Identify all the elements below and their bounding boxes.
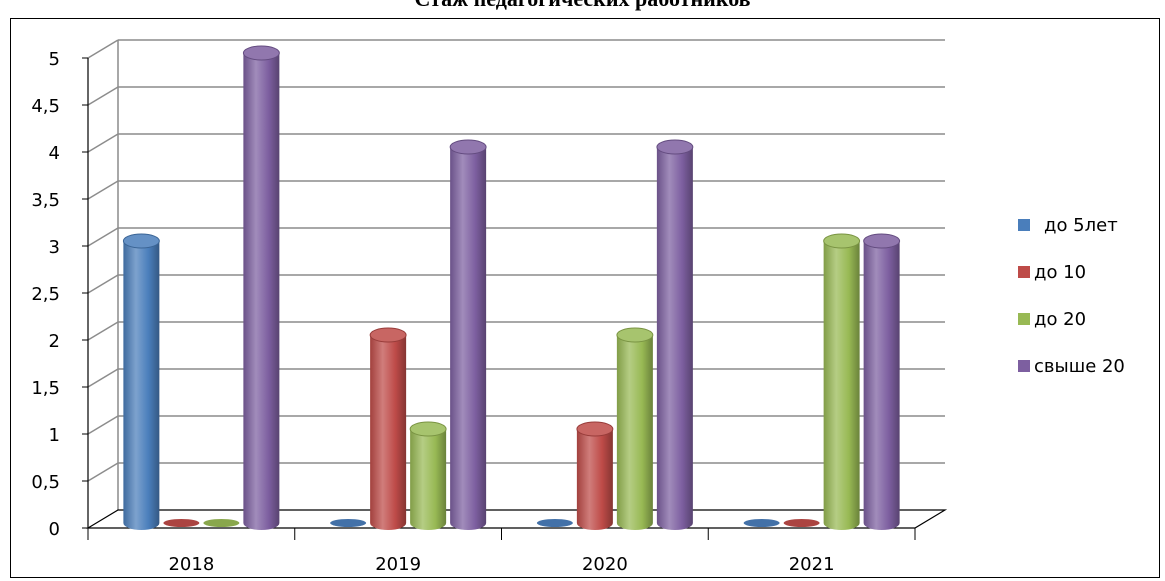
- bar-свыше-20-2020: [656, 147, 693, 530]
- gridline-side: [87, 133, 119, 153]
- y-tick-label: 4,5: [31, 96, 60, 117]
- bar-до-20-2019: [410, 429, 447, 530]
- bar-до-5лет-2019: [330, 519, 367, 527]
- y-tick-label: 3,5: [31, 190, 60, 211]
- y-tick-label: 3: [49, 237, 60, 258]
- legend-swatch: [1018, 219, 1030, 231]
- gridline-side: [87, 321, 119, 341]
- chart-title: Стаж педагогических работников: [0, 0, 1165, 12]
- bar-top: [616, 327, 654, 343]
- chart-frame: [10, 18, 1160, 578]
- bar-до-20-2018: [203, 519, 240, 527]
- y-tick-label: 2,5: [31, 284, 60, 305]
- bar-до-5лет-2018: [123, 241, 160, 530]
- bar-top: [823, 233, 861, 249]
- bar-до-10-2019: [370, 335, 407, 530]
- x-tick-label: 2019: [375, 554, 421, 575]
- y-tick-label: 4: [49, 143, 60, 164]
- gridline-side: [87, 274, 119, 294]
- bar-top: [449, 139, 487, 155]
- bar-top: [242, 45, 280, 61]
- gridline-side: [87, 39, 119, 59]
- y-tick-label: 2: [49, 331, 60, 352]
- y-tick-label: 0,5: [31, 472, 60, 493]
- bar-top: [863, 233, 901, 249]
- gridline-side: [87, 462, 119, 482]
- bar-до-5лет-2021: [743, 519, 780, 527]
- legend-label: до 10: [1034, 262, 1086, 283]
- bar-до-10-2021: [783, 519, 820, 527]
- legend-swatch: [1018, 266, 1030, 278]
- bar-до-20-2021: [823, 241, 860, 530]
- bar-до-20-2020: [616, 335, 653, 530]
- bar-top: [122, 233, 160, 249]
- bar-top: [409, 421, 447, 437]
- x-tick-label: 2021: [789, 554, 835, 575]
- gridline-side: [87, 368, 119, 388]
- y-tick-label: 0: [49, 519, 60, 540]
- legend-swatch: [1018, 360, 1030, 372]
- legend-label: свыше 20: [1034, 356, 1125, 377]
- legend-label: до 20: [1034, 309, 1086, 330]
- bar-до-5лет-2020: [536, 519, 573, 527]
- legend-label: до 5лет: [1044, 215, 1118, 236]
- legend-swatch: [1018, 313, 1030, 325]
- bar-свыше-20-2018: [243, 53, 280, 530]
- y-tick-label: 5: [49, 49, 60, 70]
- bar-до-10-2020: [576, 429, 613, 530]
- bar-до-10-2018: [163, 519, 200, 527]
- gridline-side: [87, 180, 119, 200]
- bar-свыше-20-2021: [863, 241, 900, 530]
- x-tick-label: 2020: [582, 554, 628, 575]
- bar-свыше-20-2019: [450, 147, 487, 530]
- y-tick-label: 1: [49, 425, 60, 446]
- gridline-side: [87, 227, 119, 247]
- x-tick-label: 2018: [168, 554, 214, 575]
- bar-top: [576, 421, 614, 437]
- y-tick-label: 1,5: [31, 378, 60, 399]
- bar-top: [656, 139, 694, 155]
- bar-top: [369, 327, 407, 343]
- gridline-side: [87, 415, 119, 435]
- gridline-side: [87, 86, 119, 106]
